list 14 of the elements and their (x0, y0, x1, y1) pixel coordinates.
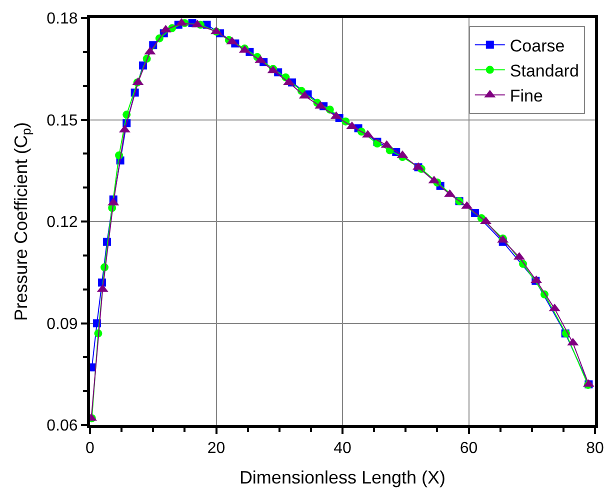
y-tick-label: 0.18 (46, 10, 78, 28)
y-tick-label: 0.06 (46, 418, 78, 435)
x-axis-title: Dimensionless Length (X) (239, 467, 446, 488)
x-tick-label: 0 (86, 440, 95, 458)
y-tick-label: 0.12 (46, 214, 78, 232)
x-tick-label: 20 (207, 440, 226, 458)
y-tick-label: 0.15 (46, 112, 78, 130)
legend-label: Coarse (510, 36, 565, 56)
x-tick-label: 40 (334, 440, 352, 458)
legend-label: Fine (510, 86, 543, 106)
x-tick-label: 80 (586, 440, 604, 458)
x-tick-label: 60 (460, 440, 478, 458)
y-tick-label: 0.09 (46, 316, 78, 333)
legend-label: Standard (510, 61, 579, 80)
